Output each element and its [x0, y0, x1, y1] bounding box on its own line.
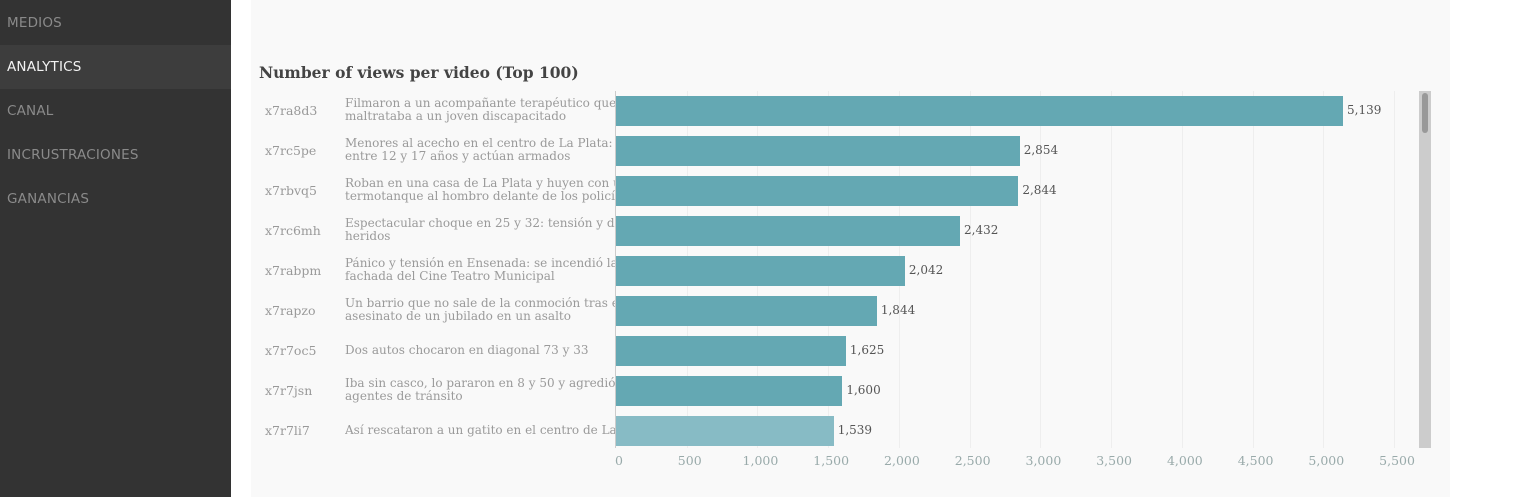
scrollbar[interactable] — [1419, 91, 1431, 448]
sidebar: MEDIOS ANALYTICS CANAL INCRUSTRACIONES GANAN… — [0, 0, 231, 497]
video-id[interactable]: x7r7oc5 — [265, 343, 317, 358]
video-title[interactable]: Dos autos chocaron en diagonal 73 y 33 — [345, 344, 589, 357]
video-title[interactable]: fachada del Cine Teatro Municipal — [345, 270, 555, 283]
x-tick-label: 3,000 — [1025, 453, 1062, 468]
x-tick-label: 1,500 — [813, 453, 850, 468]
video-title[interactable]: Así rescataron a un gatito en el centro … — [345, 424, 617, 437]
video-title[interactable]: Menores al acecho en el centro de La Pla… — [345, 137, 617, 150]
sidebar-item-canal[interactable]: CANAL — [7, 103, 54, 119]
bar[interactable] — [616, 416, 834, 446]
bar-value-label: 5,139 — [1347, 103, 1382, 117]
bar-value-label: 2,844 — [1022, 183, 1057, 197]
bar-value-label: 2,854 — [1023, 143, 1059, 157]
video-id[interactable]: x7rabpm — [265, 263, 322, 278]
bar-value-label: 1,600 — [846, 383, 881, 397]
video-id[interactable]: x7rapzo — [265, 303, 316, 318]
video-id[interactable]: x7rc5pe — [265, 143, 317, 158]
bar-value-label: 2,042 — [908, 263, 944, 277]
chart-title: Number of views per video (Top 100) — [259, 63, 579, 82]
video-id[interactable]: x7r7jsn — [265, 383, 313, 398]
bar[interactable] — [616, 96, 1343, 126]
bar-value-label: 1,625 — [849, 343, 885, 357]
scrollbar-thumb[interactable] — [1422, 93, 1428, 133]
x-tick-label: 5,000 — [1308, 453, 1345, 468]
video-id[interactable]: x7ra8d3 — [265, 103, 318, 118]
x-tick-label: 4,500 — [1237, 453, 1274, 468]
video-title[interactable]: Filmaron a un acompañante terapéutico qu… — [345, 97, 617, 110]
video-title[interactable]: maltrataba a un joven discapacitado — [345, 110, 567, 123]
video-title[interactable]: termotanque al hombro delante de los pol… — [345, 190, 617, 203]
chart-panel — [251, 0, 1450, 497]
bar[interactable] — [616, 296, 877, 326]
x-tick-label: 2,500 — [954, 453, 991, 468]
gridline — [969, 91, 971, 448]
gridline — [1252, 91, 1254, 448]
y-axis-line — [615, 91, 616, 448]
video-title[interactable]: heridos — [345, 230, 391, 243]
video-id[interactable]: x7r7li7 — [265, 423, 310, 438]
video-title[interactable]: Un barrio que no sale de la conmoción tr… — [345, 297, 617, 310]
bar[interactable] — [616, 336, 846, 366]
gridline — [1111, 91, 1113, 448]
video-title[interactable]: Pánico y tensión en Ensenada: se incendi… — [345, 257, 617, 270]
video-title[interactable]: Roban en una casa de La Plata y huyen co… — [345, 177, 617, 190]
video-title[interactable]: agentes de tránsito — [345, 390, 463, 403]
video-id[interactable]: x7rbvq5 — [265, 183, 317, 198]
sidebar-item-incrustraciones[interactable]: INCRUSTRACIONES — [7, 147, 139, 163]
gridline — [1181, 91, 1183, 448]
x-tick-label: 500 — [677, 453, 702, 468]
video-title[interactable]: entre 12 y 17 años y actúan armados — [345, 150, 571, 163]
video-title[interactable]: asesinato de un jubilado en un asalto — [345, 310, 571, 323]
x-tick-label: 2,000 — [884, 453, 920, 468]
gridline — [1323, 91, 1325, 448]
sidebar-item-analytics[interactable]: ANALYTICS — [0, 45, 231, 89]
video-title[interactable]: Iba sin casco, lo pararon en 8 y 50 y ag… — [345, 377, 617, 390]
bar[interactable] — [616, 176, 1019, 206]
bar[interactable] — [616, 136, 1020, 166]
video-title[interactable]: Espectacular choque en 25 y 32: tensión … — [345, 217, 617, 230]
bar[interactable] — [616, 376, 843, 406]
sidebar-item-ganancias[interactable]: GANANCIAS — [7, 191, 90, 207]
gridline — [1394, 91, 1396, 448]
x-tick-label: 4,000 — [1166, 453, 1203, 468]
x-tick-label: 1,000 — [742, 453, 779, 468]
x-tick-label: 3,500 — [1096, 453, 1133, 468]
bar[interactable] — [616, 256, 905, 286]
x-tick-label: 5,500 — [1379, 453, 1415, 468]
gridline — [1040, 91, 1042, 448]
video-id[interactable]: x7rc6mh — [265, 223, 321, 238]
sidebar-item-medios[interactable]: MEDIOS — [7, 15, 62, 31]
bar-value-label: 1,539 — [837, 423, 873, 437]
x-tick-label: 0 — [615, 453, 623, 468]
bar[interactable] — [616, 216, 961, 246]
bar-value-label: 2,432 — [964, 223, 999, 237]
bar-value-label: 1,844 — [880, 303, 916, 317]
